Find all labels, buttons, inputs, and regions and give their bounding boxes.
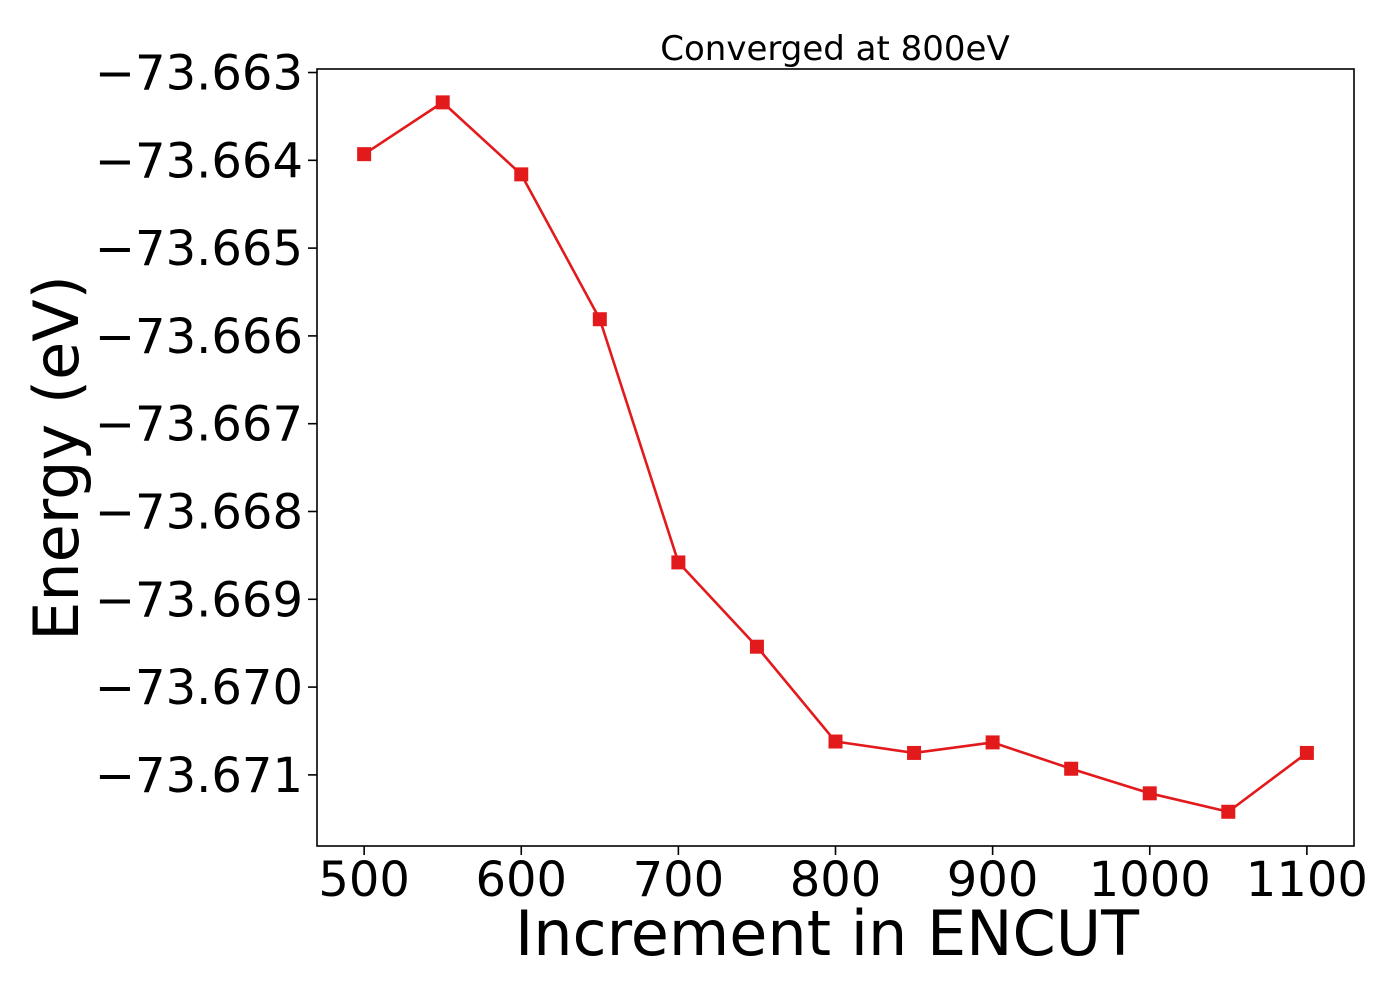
data-point-marker xyxy=(828,734,843,749)
y-tick-label: −73.668 xyxy=(95,484,303,540)
x-tick-label: 800 xyxy=(790,852,882,908)
plot-area-background xyxy=(317,69,1354,846)
data-point-marker xyxy=(1221,804,1236,819)
x-tick-label: 600 xyxy=(475,852,567,908)
y-tick-label: −73.666 xyxy=(95,309,303,365)
x-axis-label: Increment in ENCUT xyxy=(515,897,1140,970)
data-point-marker xyxy=(985,735,1000,750)
chart-title: Converged at 800eV xyxy=(660,29,1009,69)
data-point-marker xyxy=(1064,761,1079,776)
x-tick-label: 1000 xyxy=(1089,852,1211,908)
data-point-marker xyxy=(435,95,450,110)
y-axis-label: Energy (eV) xyxy=(20,275,93,641)
data-point-marker xyxy=(1299,745,1314,760)
y-tick-label: −73.664 xyxy=(95,133,303,189)
y-tick-label: −73.669 xyxy=(95,572,303,628)
data-point-marker xyxy=(357,147,372,162)
data-point-marker xyxy=(907,745,922,760)
data-point-marker xyxy=(514,167,529,182)
y-tick-label: −73.670 xyxy=(95,660,303,716)
data-point-marker xyxy=(592,312,607,327)
y-tick-label: −73.665 xyxy=(95,221,303,277)
y-tick-label: −73.663 xyxy=(95,46,303,102)
x-tick-label: 1100 xyxy=(1246,852,1368,908)
x-tick-label: 900 xyxy=(947,852,1039,908)
data-point-marker xyxy=(1142,786,1157,801)
y-axis: −73.663 −73.664 −73.665 −73.666 −73.667 −73.6… xyxy=(95,46,317,804)
plot-area-frame xyxy=(316,68,1355,847)
y-tick-label: −73.671 xyxy=(95,748,303,804)
x-tick-label: 700 xyxy=(633,852,725,908)
y-tick-label: −73.667 xyxy=(95,397,303,453)
x-axis: 500 600 700 800 900 1000 1100 xyxy=(318,846,1368,908)
data-point-marker xyxy=(749,639,764,654)
data-point-marker xyxy=(671,555,686,570)
series-layer xyxy=(357,95,1314,819)
x-tick-label: 500 xyxy=(318,852,410,908)
